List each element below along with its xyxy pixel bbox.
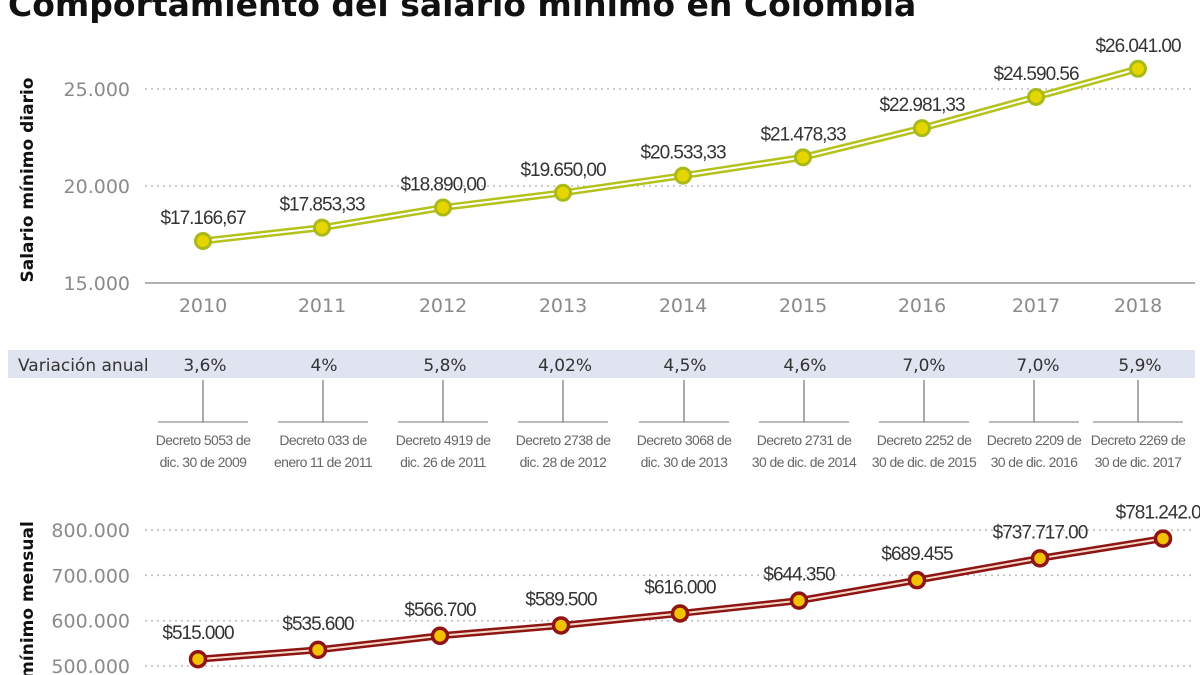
data-point (789, 591, 809, 610)
y-tick-label: 15.000 (64, 273, 130, 295)
x-tick-label: 2017 (1012, 295, 1060, 317)
data-point (313, 218, 331, 237)
decree-text: Decreto 2731 de (757, 432, 852, 448)
data-point (907, 570, 927, 590)
variation-value: 5,8% (423, 356, 466, 376)
data-point (670, 604, 690, 623)
decree-text: Decreto 3068 de (637, 432, 732, 448)
y-tick-label: 600.000 (51, 611, 130, 633)
data-label: $24.590.56 (993, 64, 1079, 85)
variation-band (8, 350, 1195, 378)
data-point (434, 198, 452, 217)
data-point (194, 231, 212, 250)
data-point (1129, 59, 1147, 78)
data-label: $19.650,00 (520, 160, 606, 181)
decree-date: dic. 30 de 2009 (160, 454, 248, 470)
decree-text: Decreto 033 de (279, 432, 367, 448)
data-point (551, 616, 571, 635)
decree-date: enero 11 de 2011 (274, 454, 373, 470)
x-tick-label: 2011 (298, 295, 346, 317)
y-tick-label: 25.000 (64, 79, 130, 101)
decree-date: 30 de dic. 2016 (991, 454, 1079, 470)
data-label: $21.478,33 (760, 124, 846, 145)
data-label: $616.000 (644, 577, 716, 598)
decree-date: dic. 28 de 2012 (520, 454, 608, 470)
data-label: $22.981,33 (879, 95, 965, 116)
decree-date: 30 de dic. 2017 (1095, 454, 1183, 470)
data-point (913, 119, 931, 138)
variation-value: 4,5% (663, 356, 706, 376)
data-label: $644.350 (763, 565, 835, 586)
x-tick-label: 2012 (419, 295, 467, 317)
data-label: $535.600 (282, 614, 354, 635)
x-tick-label: 2016 (898, 295, 946, 317)
series-line-monthly-inner (197, 537, 1164, 661)
variation-value: 7,0% (1016, 356, 1059, 376)
decree-text: Decreto 5053 de (156, 432, 251, 448)
data-point (554, 183, 572, 202)
x-tick-label: 2014 (659, 295, 707, 317)
data-label: $18.890,00 (400, 175, 486, 196)
decree-date: 30 de dic. de 2014 (752, 454, 857, 470)
data-point (430, 626, 450, 646)
data-point (1030, 549, 1050, 568)
series-line-monthly (197, 535, 1164, 663)
data-point (188, 649, 208, 669)
variation-value: 4% (311, 356, 338, 376)
decree-date: dic. 30 de 2013 (641, 454, 729, 470)
x-tick-label: 2013 (539, 295, 587, 317)
data-point (1027, 87, 1045, 106)
variation-value: 7,0% (902, 356, 945, 376)
variation-value: 4,6% (783, 356, 826, 376)
data-point (1153, 529, 1173, 548)
data-label: $20.533,33 (640, 143, 726, 164)
variation-value: 3,6% (183, 356, 226, 376)
decree-date: 30 de dic. de 2015 (872, 454, 977, 470)
monthly-y-axis-label: mínimo mensual (18, 521, 38, 675)
data-point (794, 148, 812, 167)
data-point (308, 640, 328, 660)
variation-value: 5,9% (1118, 356, 1161, 376)
data-label: $689.455 (881, 544, 953, 565)
decree-text: Decreto 4919 de (396, 432, 491, 448)
variation-value: 4,02% (538, 356, 592, 376)
y-tick-label: 700.000 (51, 565, 130, 587)
data-label: $566.700 (404, 600, 476, 621)
data-label: $17.853,33 (279, 195, 365, 216)
data-label: $26.041.00 (1095, 36, 1181, 57)
variation-label: Variación anual (18, 356, 149, 376)
data-label: $515.000 (162, 623, 234, 644)
data-label: $781.242.00 (1116, 503, 1200, 524)
data-label: $589.500 (525, 589, 597, 610)
decree-text: Decreto 2738 de (516, 432, 611, 448)
y-tick-label: 20.000 (64, 176, 130, 198)
decree-text: Decreto 2209 de (987, 432, 1082, 448)
x-tick-label: 2010 (179, 295, 227, 317)
x-tick-label: 2015 (779, 295, 827, 317)
decree-date: dic. 26 de 2011 (400, 454, 487, 470)
x-tick-label: 2018 (1114, 295, 1162, 317)
y-tick-label: 800.000 (51, 520, 130, 542)
decree-text: Decreto 2252 de (877, 432, 972, 448)
data-point (674, 166, 692, 185)
data-label: $17.166,67 (160, 208, 246, 229)
data-label: $737.717.00 (993, 522, 1088, 543)
decree-text: Decreto 2269 de (1091, 432, 1186, 448)
daily-y-axis-label: Salario mínimo diario (18, 78, 38, 283)
chart-title: Comportamiento del salario mínimo en Col… (8, 0, 916, 24)
y-tick-label: 500.000 (51, 656, 130, 675)
